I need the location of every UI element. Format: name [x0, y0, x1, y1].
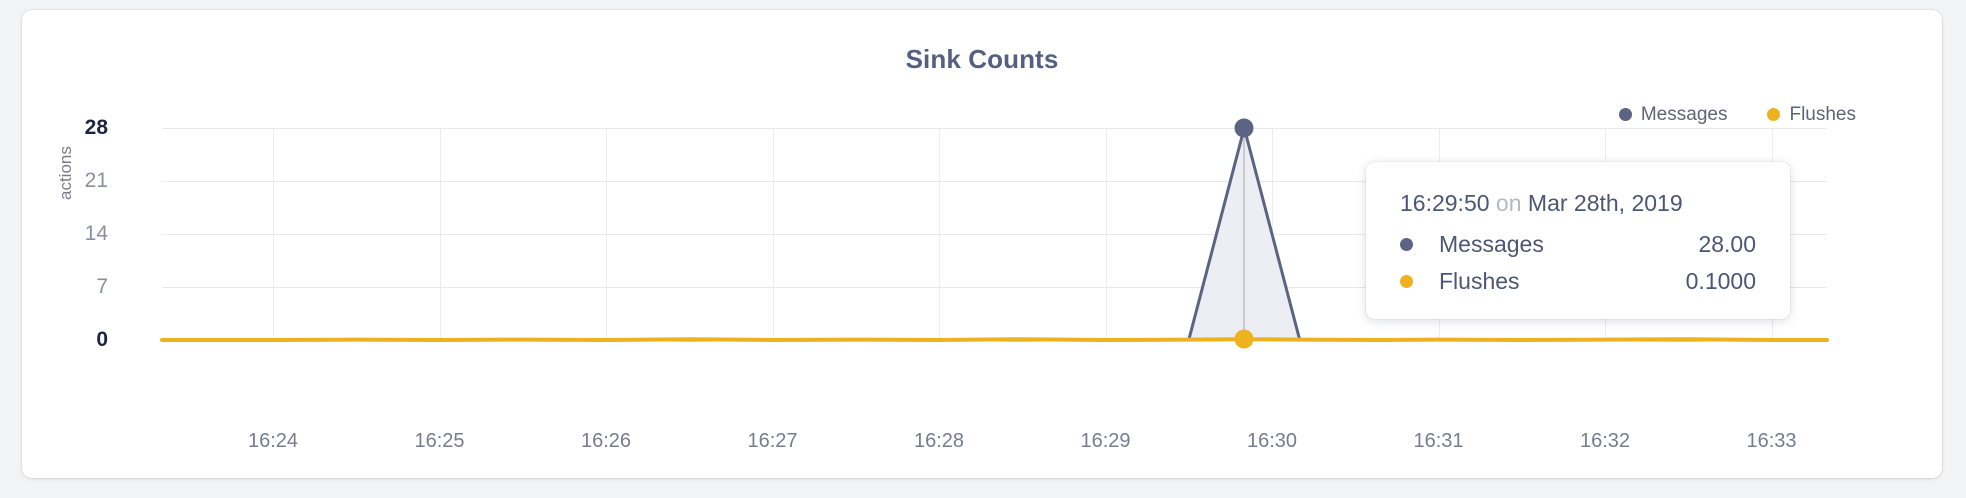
tooltip-row-flushes: Flushes 0.1000 — [1400, 268, 1756, 295]
x-axis-tick-label: 16:33 — [1746, 430, 1797, 452]
y-axis-tick-label: 7 — [96, 275, 108, 298]
gridline-horizontal — [162, 181, 1827, 182]
crosshair-line — [1243, 120, 1246, 342]
x-axis-tick-label: 16:30 — [1246, 430, 1298, 452]
gridline-vertical — [1105, 128, 1107, 340]
gridline-horizontal — [162, 287, 1827, 288]
data-point-marker-messages[interactable] — [1234, 118, 1254, 138]
y-axis-tick-label: 21 — [84, 169, 108, 192]
gridline-horizontal — [162, 128, 1827, 129]
tooltip-series-label: Flushes — [1439, 268, 1520, 294]
gridline-vertical — [273, 128, 274, 340]
tooltip-series-value: 28.00 — [1698, 231, 1756, 257]
y-axis-tick-label: 14 — [84, 222, 108, 245]
tooltip-header: 16:29:50 on Mar 28th, 2019 — [1400, 190, 1756, 217]
x-axis-tick-label: 16:26 — [580, 430, 632, 452]
series-dot-icon — [1400, 275, 1413, 288]
data-point-marker-flushes[interactable] — [1234, 329, 1254, 349]
x-axis-tick-label: 16:24 — [247, 430, 299, 452]
x-axis-tick-label: 16:25 — [414, 430, 465, 452]
legend-label: Flushes — [1789, 104, 1856, 125]
tooltip-on-word: on — [1495, 190, 1522, 216]
gridline-vertical — [439, 128, 441, 340]
series-dot-icon — [1400, 238, 1413, 251]
x-axis-tick-label: 16:29 — [1080, 430, 1131, 452]
series-line-flushes[interactable] — [162, 339, 1827, 340]
y-axis-tick-label: 0 — [96, 328, 108, 351]
legend-dot-icon — [1767, 108, 1781, 121]
tooltip-row-messages: Messages 28.00 — [1400, 231, 1756, 258]
tooltip-series-value: 0.1000 — [1685, 268, 1756, 294]
chart-legend: Messages Flushes — [1618, 104, 1856, 125]
gridline-vertical — [772, 128, 774, 340]
y-axis-tick-label: 28 — [84, 116, 108, 139]
legend-item-messages[interactable]: Messages — [1618, 104, 1728, 125]
x-axis-tick-label: 16:31 — [1413, 430, 1464, 452]
legend-dot-icon — [1618, 108, 1632, 121]
x-axis-tick-label: 16:32 — [1579, 430, 1631, 452]
gridline-horizontal — [162, 234, 1827, 235]
chart-tooltip: 16:29:50 on Mar 28th, 2019 Messages 28.0… — [1366, 162, 1790, 319]
tooltip-time: 16:29:50 — [1400, 190, 1490, 216]
x-axis-tick-label: 16:28 — [913, 430, 965, 452]
tooltip-series-label: Messages — [1439, 231, 1544, 257]
tooltip-date: Mar 28th, 2019 — [1527, 190, 1683, 216]
chart-plot — [162, 128, 1827, 340]
gridline-vertical — [606, 128, 607, 340]
x-axis-tick-label: 16:27 — [747, 430, 798, 452]
page-title: Sink Counts — [905, 44, 1059, 74]
legend-item-flushes[interactable]: Flushes — [1767, 105, 1856, 124]
legend-label: Messages — [1640, 104, 1728, 125]
gridline-vertical — [939, 128, 940, 340]
